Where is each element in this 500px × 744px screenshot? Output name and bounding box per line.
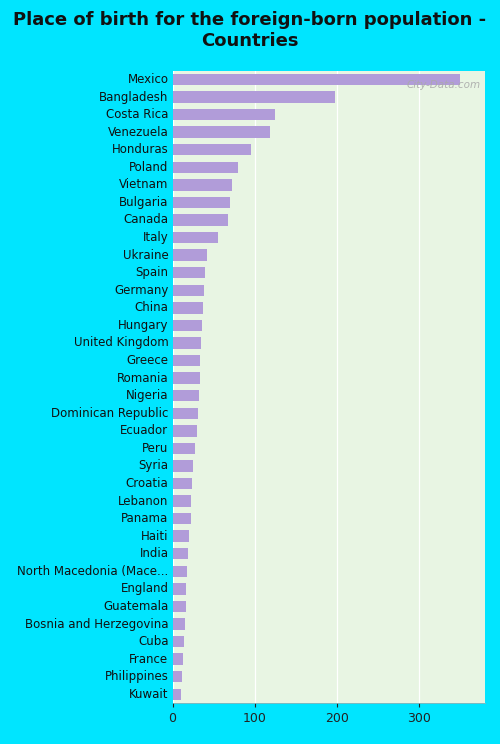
Text: Kuwait: Kuwait — [129, 687, 168, 701]
Bar — [172, 232, 218, 243]
Bar — [172, 461, 193, 472]
Bar — [172, 337, 202, 349]
Bar — [172, 689, 180, 700]
Text: Poland: Poland — [129, 161, 168, 174]
Bar — [172, 636, 184, 647]
Bar — [172, 74, 461, 85]
Bar — [172, 249, 207, 261]
Bar — [172, 302, 203, 313]
Bar — [172, 565, 188, 577]
Bar — [172, 443, 195, 454]
Text: City-Data.com: City-Data.com — [406, 80, 480, 90]
Text: China: China — [134, 301, 168, 314]
Text: Mexico: Mexico — [128, 73, 168, 86]
Text: Canada: Canada — [124, 214, 168, 226]
Text: Cuba: Cuba — [138, 635, 168, 648]
Bar — [172, 214, 229, 225]
Text: Italy: Italy — [143, 231, 169, 244]
Text: Syria: Syria — [138, 460, 168, 472]
Bar — [172, 548, 188, 559]
Text: Nigeria: Nigeria — [126, 389, 168, 403]
Text: Ecuador: Ecuador — [120, 424, 168, 437]
Text: Costa Rica: Costa Rica — [106, 108, 168, 121]
Bar — [172, 284, 204, 296]
Bar — [172, 126, 270, 138]
Text: North Macedonia (Mace...: North Macedonia (Mace... — [17, 565, 169, 578]
Bar — [172, 92, 334, 103]
Bar — [172, 390, 199, 401]
Text: Venezuela: Venezuela — [108, 126, 168, 138]
Bar — [172, 618, 185, 629]
Text: Panama: Panama — [121, 512, 168, 525]
Text: United Kingdom: United Kingdom — [74, 336, 168, 350]
Text: India: India — [140, 548, 168, 560]
Text: Ukraine: Ukraine — [122, 248, 168, 262]
Text: Spain: Spain — [136, 266, 168, 279]
Text: Romania: Romania — [117, 371, 168, 385]
Text: Lebanon: Lebanon — [118, 495, 168, 507]
Text: Croatia: Croatia — [126, 477, 168, 490]
Text: Honduras: Honduras — [112, 144, 168, 156]
Text: Vietnam: Vietnam — [119, 179, 168, 191]
Text: Greece: Greece — [126, 354, 168, 367]
Bar — [172, 144, 250, 155]
Text: France: France — [130, 652, 168, 666]
Bar — [172, 267, 206, 278]
Bar — [172, 408, 198, 419]
Bar — [172, 196, 230, 208]
Bar — [172, 320, 202, 331]
Text: Peru: Peru — [142, 442, 169, 455]
Text: Bulgaria: Bulgaria — [119, 196, 168, 209]
Bar — [172, 671, 182, 682]
Text: Place of birth for the foreign-born population -
Countries: Place of birth for the foreign-born popu… — [14, 11, 486, 50]
Bar — [172, 600, 186, 612]
Text: Germany: Germany — [114, 283, 168, 297]
Bar — [172, 530, 189, 542]
Bar — [172, 179, 232, 190]
Bar — [172, 583, 186, 594]
Text: Guatemala: Guatemala — [103, 600, 168, 613]
Bar — [172, 373, 200, 384]
Text: Dominican Republic: Dominican Republic — [51, 407, 168, 420]
Bar — [172, 425, 197, 437]
Text: England: England — [120, 583, 168, 595]
Text: Bangladesh: Bangladesh — [99, 91, 168, 103]
Bar — [172, 653, 183, 665]
Bar — [172, 478, 192, 490]
Bar — [172, 355, 201, 366]
Bar — [172, 513, 190, 525]
Bar — [172, 161, 238, 173]
Text: Haiti: Haiti — [141, 530, 169, 542]
Text: Hungary: Hungary — [118, 319, 168, 332]
Bar — [172, 109, 276, 121]
Text: Bosnia and Herzegovina: Bosnia and Herzegovina — [25, 618, 169, 630]
Bar — [172, 496, 192, 507]
Text: Philippines: Philippines — [104, 670, 168, 683]
